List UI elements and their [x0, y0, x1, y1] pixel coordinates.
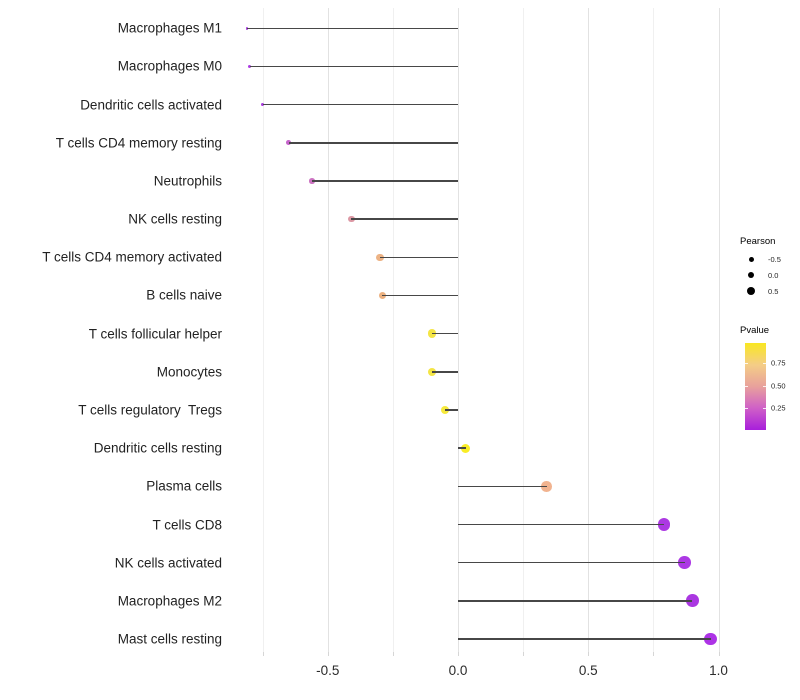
x-axis-tick — [718, 652, 720, 656]
colorbar-tick — [745, 385, 748, 387]
colorbar-tick-label: 0.50 — [771, 381, 786, 391]
lollipop-segment — [444, 409, 458, 411]
category-label: B cells naive — [146, 287, 222, 303]
x-tick-label: 1.0 — [709, 663, 728, 678]
colorbar-tick — [763, 363, 766, 365]
lollipop-segment — [458, 561, 685, 564]
size-legend-items: -0.5 0.0 0.5 — [740, 251, 800, 299]
lollipop-segment — [431, 332, 458, 335]
category-label: Macrophages M0 — [117, 58, 222, 74]
data-point[interactable] — [286, 140, 292, 146]
colorbar-legend-title: Pvalue — [740, 325, 770, 336]
colorbar-tick-label: 0.25 — [771, 403, 786, 413]
gridline — [588, 8, 590, 652]
category-label: Neutrophils — [153, 173, 222, 189]
colorbar-legend: Pvalue 0.75 0.50 0.25 — [740, 325, 800, 435]
size-legend-dot — [747, 287, 755, 295]
lollipop-segment — [379, 256, 458, 258]
data-point[interactable] — [378, 291, 387, 300]
category-label: Monocytes — [156, 364, 222, 380]
size-legend-label: 0.5 — [768, 286, 779, 296]
lollipop-segment — [431, 371, 458, 373]
data-point[interactable] — [678, 556, 691, 569]
size-legend: Pearson -0.5 0.0 0.5 — [740, 236, 800, 299]
category-label: T cells CD4 memory resting — [55, 135, 222, 151]
gridline — [327, 8, 329, 652]
category-label: Plasma cells — [146, 478, 222, 494]
x-axis-tick — [392, 652, 394, 656]
lollipop-segment — [312, 180, 458, 182]
x-axis-tick — [653, 652, 655, 656]
data-point[interactable] — [704, 632, 718, 646]
category-label: T cells CD4 memory activated — [42, 249, 222, 265]
lollipop-segment — [262, 103, 458, 106]
size-legend-dot — [748, 256, 754, 262]
size-legend-dot — [747, 271, 755, 279]
category-label: T cells regulatory Tregs — [78, 402, 222, 418]
lollipop-segment — [458, 600, 693, 602]
gridline — [718, 8, 720, 652]
category-label: Dendritic cells activated — [80, 97, 222, 113]
lollipop-segment — [249, 65, 458, 68]
lollipop-segment — [458, 447, 466, 449]
data-point[interactable] — [248, 64, 252, 68]
colorbar-tick-label: 0.75 — [771, 358, 786, 368]
x-tick-label: 0.5 — [578, 663, 598, 678]
lollipop-segment — [382, 294, 458, 297]
category-label: NK cells resting — [128, 211, 222, 227]
colorbar-gradient — [745, 343, 766, 430]
gridline — [523, 8, 525, 652]
data-point[interactable] — [260, 102, 265, 107]
gridline — [262, 8, 264, 652]
category-label: T cells CD8 — [152, 517, 222, 532]
gridline — [458, 8, 459, 652]
colorbar-tick — [763, 407, 766, 409]
lollipop-segment — [458, 485, 547, 488]
data-point[interactable] — [376, 253, 384, 261]
lollipop-segment — [288, 142, 458, 144]
category-label: T cells follicular helper — [88, 326, 222, 342]
lollipop-segment — [246, 27, 458, 29]
colorbar-tick — [745, 407, 748, 409]
lollipop-segment — [458, 523, 664, 526]
data-point[interactable] — [686, 594, 699, 608]
colorbar-wrap: 0.75 0.50 0.25 — [740, 343, 800, 435]
x-tick-label: 0.0 — [448, 663, 468, 678]
gridline — [653, 8, 655, 652]
category-label: Macrophages M2 — [117, 593, 222, 609]
size-legend-item: 0.5 — [740, 283, 800, 299]
size-legend-item: -0.5 — [740, 251, 800, 267]
x-axis-tick — [458, 652, 459, 656]
category-label: Macrophages M1 — [117, 20, 222, 36]
size-legend-label: 0.0 — [768, 270, 779, 280]
x-axis-tick — [327, 652, 329, 656]
size-legend-dot-col — [740, 287, 762, 295]
colorbar-tick — [763, 385, 766, 387]
category-label: NK cells activated — [114, 555, 222, 571]
x-tick-label: -0.5 — [316, 663, 340, 678]
gridline — [392, 8, 394, 652]
x-axis-tick — [262, 652, 264, 656]
category-label: Mast cells resting — [117, 631, 222, 647]
size-legend-item: 0.0 — [740, 267, 800, 283]
colorbar-tick — [745, 363, 748, 365]
size-legend-label: -0.5 — [768, 254, 781, 264]
lollipop-segment — [458, 638, 711, 640]
size-legend-dot-col — [740, 256, 762, 262]
category-label: Dendritic cells resting — [93, 440, 222, 456]
size-legend-title: Pearson — [740, 236, 776, 247]
size-legend-dot-col — [740, 271, 762, 279]
data-point[interactable] — [245, 26, 249, 30]
x-axis-tick — [523, 652, 525, 656]
x-axis-tick — [588, 652, 590, 656]
data-point[interactable] — [440, 405, 450, 415]
lollipop-segment — [351, 218, 458, 220]
